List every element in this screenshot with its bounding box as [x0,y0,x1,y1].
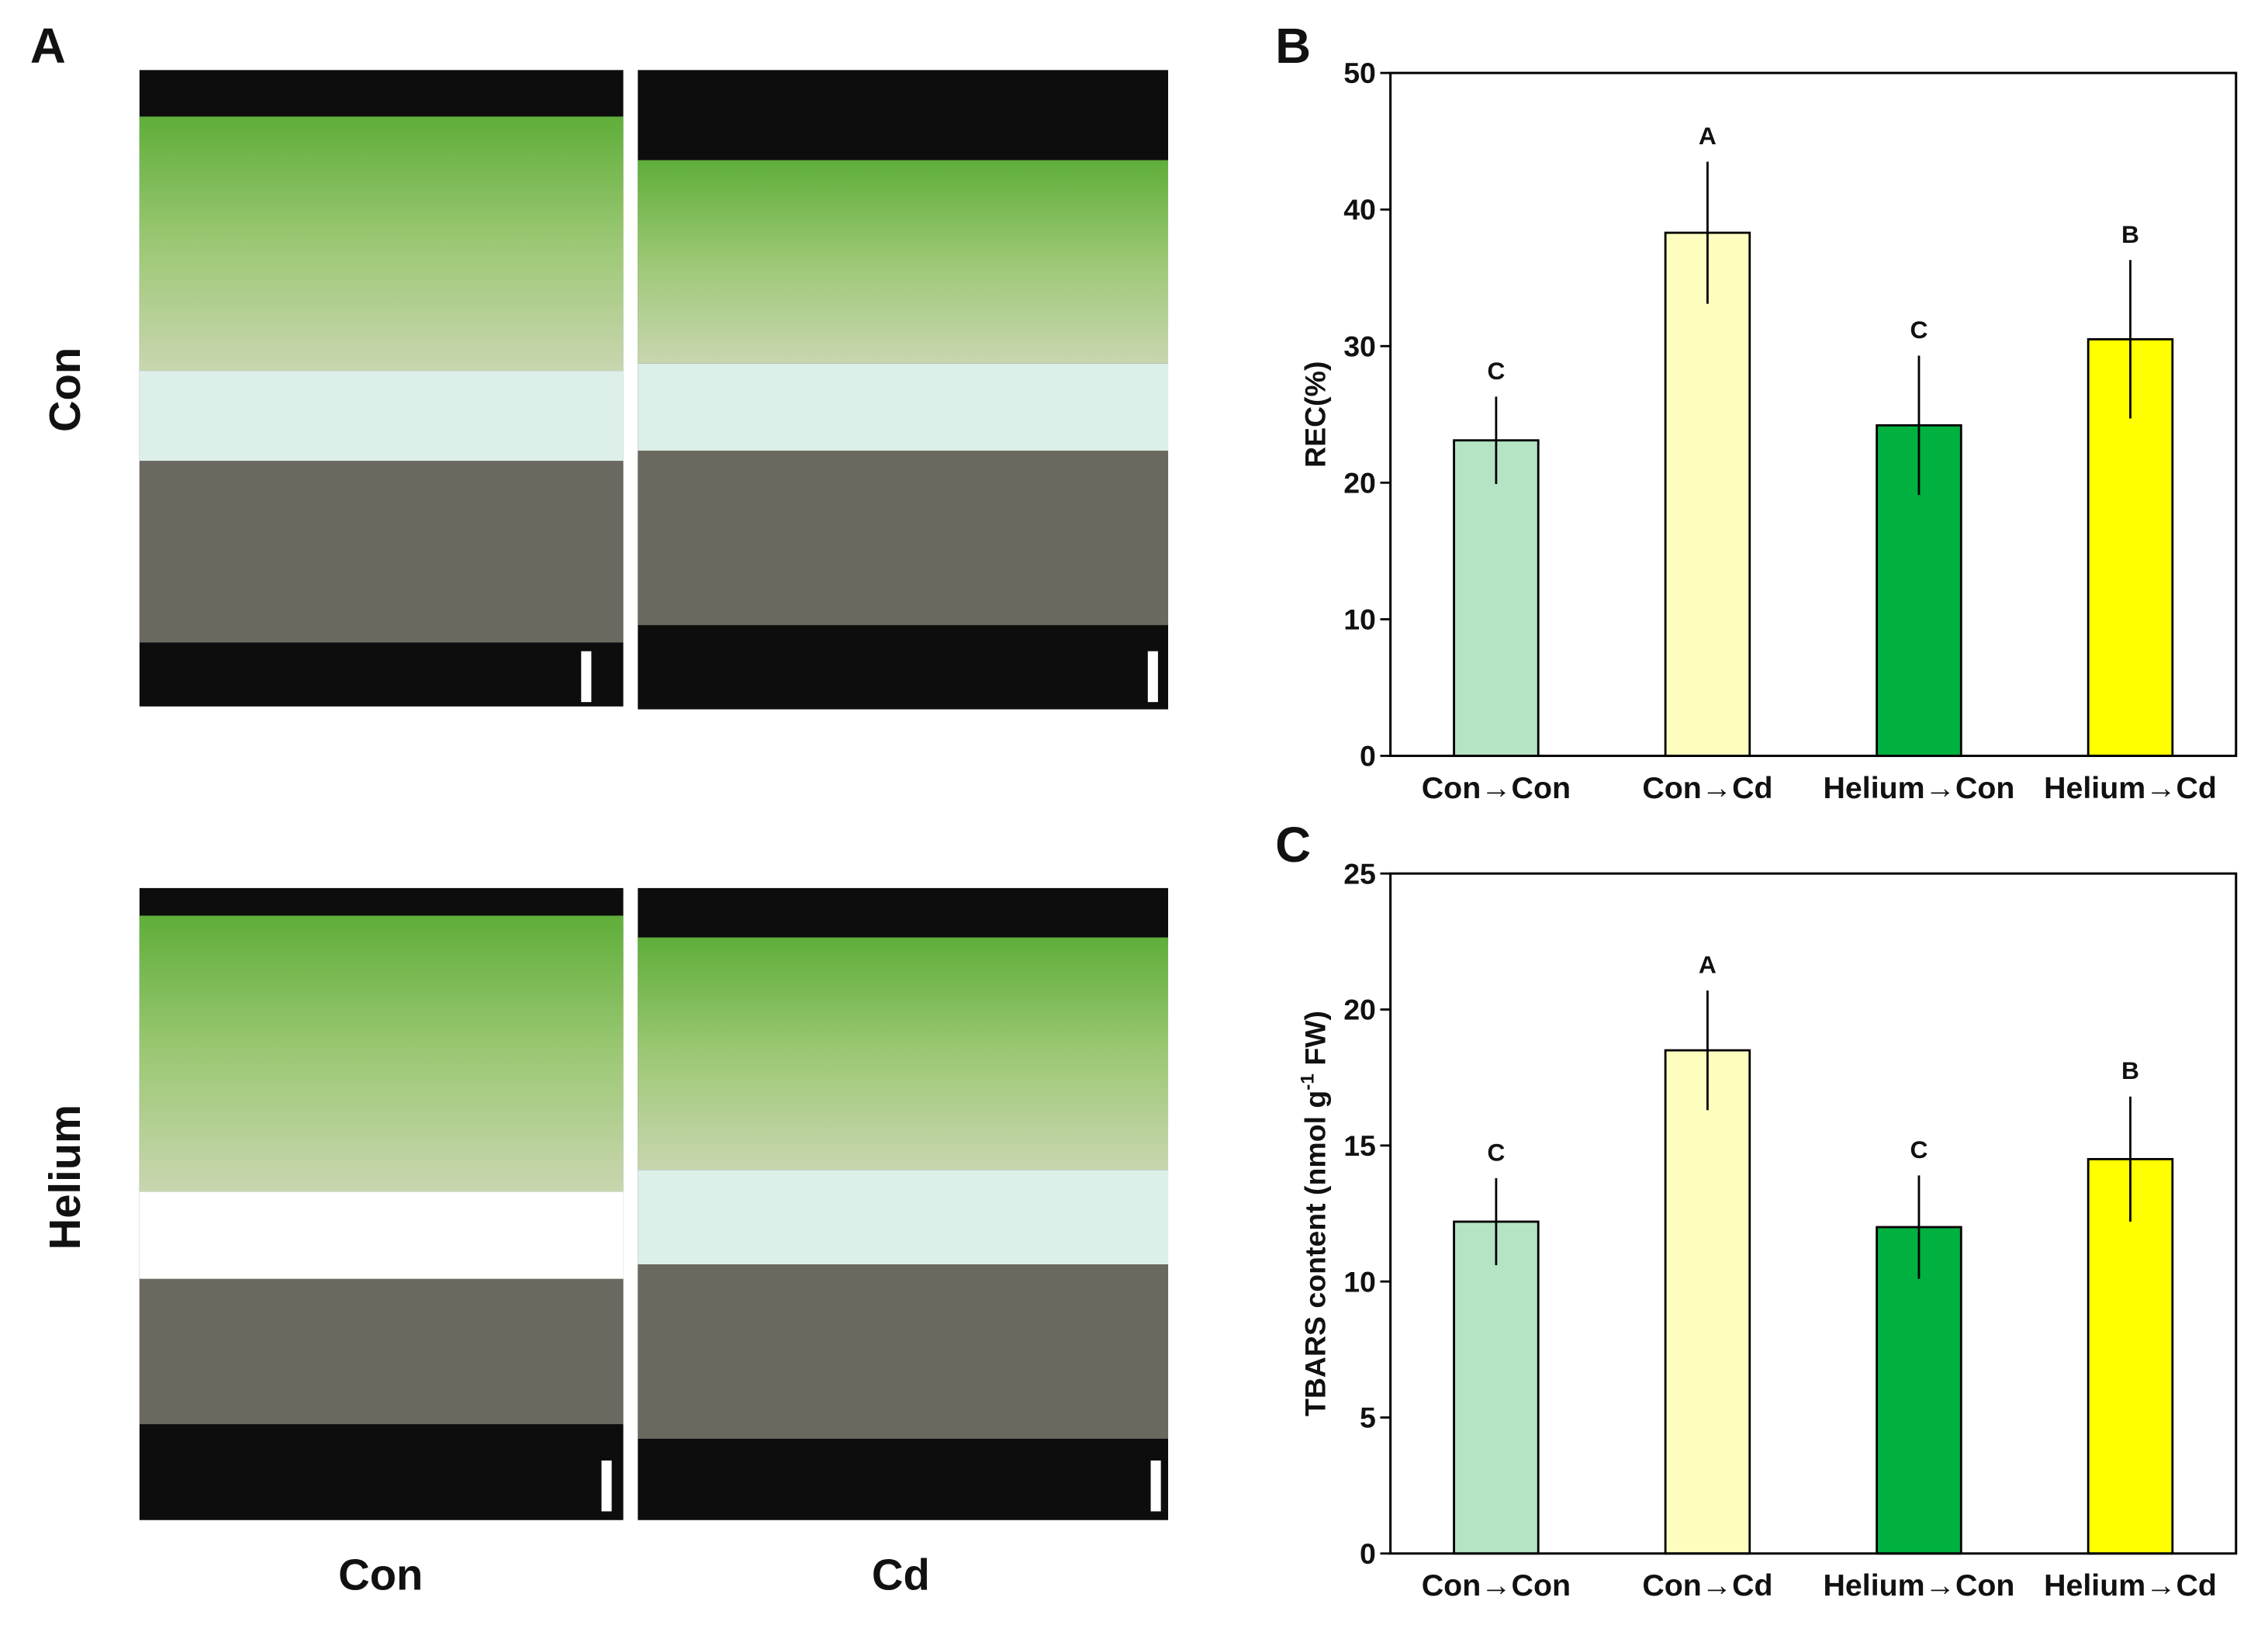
significance-letter: B [2121,1056,2139,1084]
y-axis-label-part: FW) [1298,1011,1331,1074]
y-tick-label: 5 [1360,1402,1376,1434]
y-tick-label: 40 [1343,193,1376,226]
y-tick-label: 50 [1343,57,1376,89]
chart: C 0 5 10 15 20 25 TBARS content (nmol g-1 FW) C C… [1275,818,2238,1603]
y-tick-label: 15 [1343,1129,1376,1162]
panel-label: A [30,19,66,74]
panel-label: C [1275,818,1311,873]
row-label: Con [40,347,89,432]
panel-label: B [1275,19,1311,74]
photo [638,887,1169,1520]
column-label: Cd [872,1551,930,1599]
y-axis-label-part: REC(%) [1298,361,1331,468]
x-tick-label: Helium→Con [1824,771,2015,805]
photo [139,887,624,1520]
y-axis-label: REC(%) [1298,361,1331,468]
bar [1453,439,1540,757]
significance-letter: A [1699,950,1717,978]
x-tick-label: Helium→Con [1824,1568,2015,1603]
y-tick-label: 30 [1343,330,1376,362]
panel-a: A Con Helium [30,19,1169,1599]
significance-letter: B [2121,220,2139,248]
y-axis-label: TBARS content (nmol g-1 FW) [1297,1011,1331,1416]
photo [638,70,1169,710]
plot-frame [1389,872,2238,1555]
y-axis-label-part: TBARS content (nmol g [1298,1091,1331,1416]
column-label: Con [338,1551,423,1599]
x-tick-label: Con→Cd [1642,1568,1772,1603]
x-tick-label: Con→Cd [1642,771,1772,805]
bar [1876,1226,1962,1555]
bar [1664,231,1751,757]
significance-letter: C [1910,1136,1927,1163]
bar [1664,1049,1751,1555]
y-tick-label: 25 [1343,857,1376,890]
plot-frame [1389,71,2238,757]
significance-letter: C [1910,316,1927,344]
row-label: Helium [40,1105,89,1250]
y-tick-label: 20 [1343,466,1376,499]
chart: B 0 10 20 30 40 50 REC(%) C Con→Con A Con→Cd C Helium… [1275,19,2238,805]
x-tick-label: Helium→Cd [2044,1568,2217,1603]
significance-letter: C [1487,357,1505,385]
photo [139,70,624,707]
bar [2086,1157,2174,1555]
y-tick-label: 10 [1343,603,1376,635]
y-tick-label: 0 [1360,1537,1376,1570]
y-axis-label-part: -1 [1297,1074,1318,1091]
y-tick-label: 0 [1360,740,1376,773]
x-tick-label: Con→Con [1422,1568,1571,1603]
significance-letter: C [1487,1138,1505,1166]
x-tick-label: Helium→Cd [2044,771,2217,805]
y-tick-label: 10 [1343,1265,1376,1298]
bar [1453,1220,1540,1555]
y-tick-label: 20 [1343,994,1376,1026]
x-tick-label: Con→Con [1422,771,1571,805]
significance-letter: A [1699,122,1717,150]
